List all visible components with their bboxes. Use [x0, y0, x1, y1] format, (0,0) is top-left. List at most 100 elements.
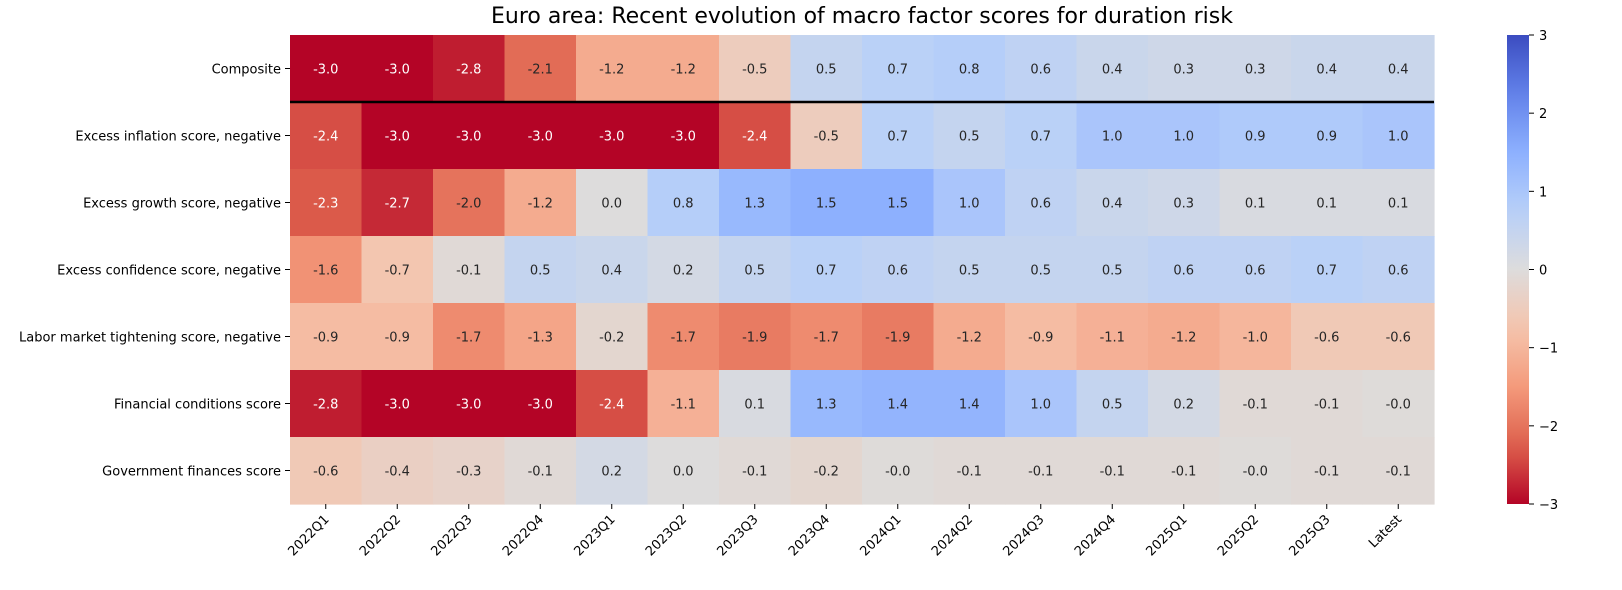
heatmap-cell	[504, 102, 577, 170]
heatmap-cell	[1005, 236, 1078, 304]
cell-value-label: -0.4	[385, 465, 410, 480]
heatmap-cell	[1362, 102, 1435, 170]
x-tick-label: Latest	[1366, 512, 1405, 551]
heatmap-cell	[1219, 370, 1292, 438]
heatmap-cell	[1005, 437, 1078, 505]
x-tick-label: 2023Q2	[643, 512, 690, 559]
y-tick-label: Excess confidence score, negative	[57, 264, 281, 279]
heatmap-cell	[1076, 102, 1149, 170]
chart-title: Euro area: Recent evolution of macro fac…	[491, 4, 1233, 29]
cell-value-label: -0.1	[1314, 398, 1339, 413]
cell-value-label: -1.0	[1243, 331, 1268, 346]
heatmap-cell	[576, 35, 649, 103]
heatmap-cell	[862, 437, 935, 505]
cell-value-label: 0.1	[1316, 197, 1337, 212]
cell-value-label: 0.0	[673, 465, 694, 480]
cell-value-label: -1.7	[814, 331, 839, 346]
cell-value-label: -3.0	[385, 63, 410, 78]
cell-value-label: -1.9	[742, 331, 767, 346]
cell-value-label: -0.1	[456, 264, 481, 279]
heatmap-cell	[933, 169, 1006, 237]
heatmap-cell	[862, 303, 935, 371]
cell-value-label: -0.2	[814, 465, 839, 480]
cell-value-label: 0.3	[1245, 63, 1266, 78]
cell-value-label: 0.6	[1173, 264, 1194, 279]
cell-value-label: -0.5	[742, 63, 767, 78]
heatmap-cell	[647, 169, 720, 237]
colorbar-tick-label: −1	[1539, 342, 1558, 357]
cell-value-label: 0.6	[1030, 63, 1051, 78]
heatmap-cell	[862, 370, 935, 438]
cell-value-label: 0.3	[1173, 63, 1194, 78]
heatmap-cell	[933, 102, 1006, 170]
cell-value-label: -2.1	[528, 63, 553, 78]
cell-value-label: -1.2	[1171, 331, 1196, 346]
cell-value-label: -2.3	[313, 197, 338, 212]
colorbar	[1507, 35, 1529, 504]
y-tick-label: Government finances score	[102, 465, 281, 480]
heatmap-cell	[1291, 102, 1364, 170]
cell-value-label: 1.5	[816, 197, 837, 212]
heatmap-cell	[790, 370, 863, 438]
cell-value-label: 0.5	[744, 264, 765, 279]
heatmap-cell	[1076, 437, 1149, 505]
heatmap-cell	[1076, 35, 1149, 103]
heatmap-cell	[933, 303, 1006, 371]
heatmap-cell	[647, 437, 720, 505]
heatmap-cell	[576, 303, 649, 371]
cell-value-label: 0.3	[1173, 197, 1194, 212]
heatmap-cell	[504, 437, 577, 505]
cell-value-label: 0.6	[1245, 264, 1266, 279]
heatmap-cell	[1219, 35, 1292, 103]
cell-value-label: 0.0	[601, 197, 622, 212]
cell-value-label: -1.2	[957, 331, 982, 346]
cell-value-label: -0.1	[742, 465, 767, 480]
heatmap-cell	[1291, 370, 1364, 438]
heatmap-cell	[862, 169, 935, 237]
cell-value-label: -0.1	[1028, 465, 1053, 480]
heatmap-cell	[1148, 236, 1221, 304]
cell-value-label: -0.5	[814, 130, 839, 145]
cell-value-label: -0.6	[1386, 331, 1411, 346]
heatmap-cell	[1362, 303, 1435, 371]
cell-value-label: 0.2	[673, 264, 694, 279]
cell-value-label: -3.0	[671, 130, 696, 145]
y-tick-label: Financial conditions score	[114, 398, 281, 413]
heatmap-cell	[1076, 236, 1149, 304]
x-tick-label: 2023Q4	[786, 512, 833, 559]
heatmap-cell	[433, 370, 506, 438]
heatmap-cell	[1291, 35, 1364, 103]
cell-value-label: 0.6	[1030, 197, 1051, 212]
heatmap-cell	[433, 236, 506, 304]
cell-value-label: 0.4	[1316, 63, 1337, 78]
heatmap-cell	[1076, 370, 1149, 438]
cell-value-label: 0.7	[887, 130, 908, 145]
heatmap-cell	[862, 236, 935, 304]
heatmap-cell	[361, 437, 434, 505]
heatmap-cell	[933, 370, 1006, 438]
cell-value-label: -0.0	[1243, 465, 1268, 480]
cell-value-label: 1.3	[744, 197, 765, 212]
x-tick-label: 2022Q1	[285, 512, 332, 559]
heatmap-cell	[290, 169, 363, 237]
colorbar-tick-label: 0	[1539, 264, 1547, 279]
heatmap-cell	[290, 35, 363, 103]
heatmap-cell	[1148, 437, 1221, 505]
cell-value-label: -2.4	[599, 398, 624, 413]
heatmap-cell	[361, 303, 434, 371]
heatmap-cell	[719, 437, 792, 505]
heatmap-cell	[647, 236, 720, 304]
cell-value-label: -0.1	[528, 465, 553, 480]
cell-value-label: 0.5	[1030, 264, 1051, 279]
cell-value-label: -0.1	[1171, 465, 1196, 480]
cell-value-label: -0.7	[385, 264, 410, 279]
heatmap-cell	[290, 437, 363, 505]
heatmap-cell	[504, 169, 577, 237]
cell-value-label: -1.1	[1100, 331, 1125, 346]
cell-value-label: -0.1	[1243, 398, 1268, 413]
cell-value-label: -1.3	[528, 331, 553, 346]
cell-value-label: 0.9	[1245, 130, 1266, 145]
cell-value-label: -2.8	[313, 398, 338, 413]
cell-value-label: 0.1	[1388, 197, 1409, 212]
cell-value-label: -3.0	[599, 130, 624, 145]
